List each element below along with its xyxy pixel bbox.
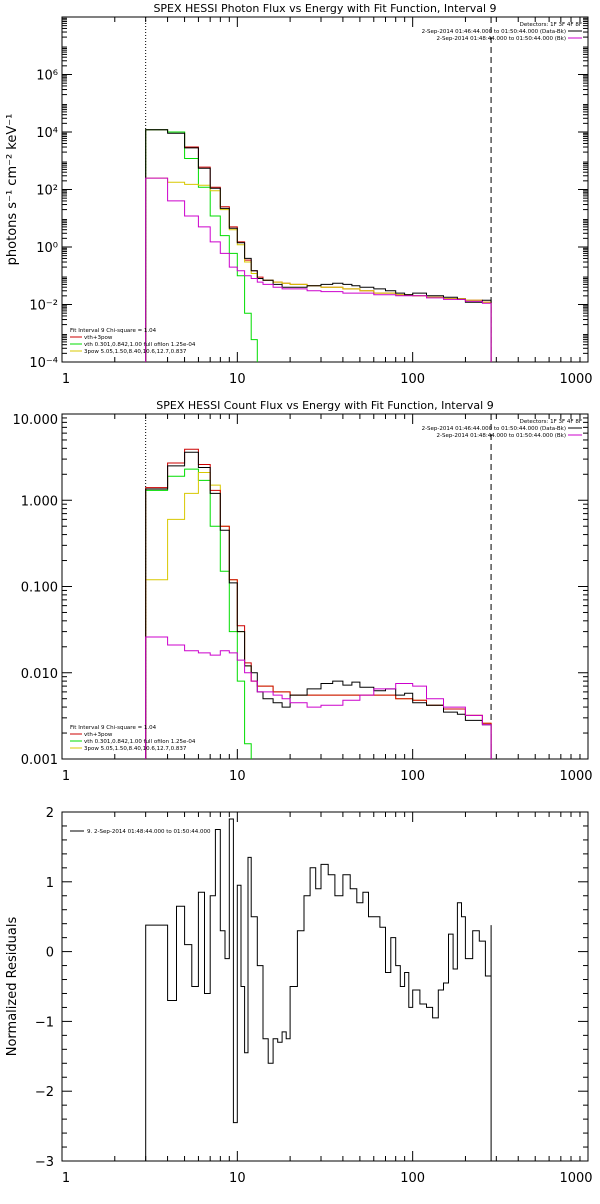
legend-right-entry: 2-Sep-2014 01:48:44.000 to 01:50:44.000 … — [437, 433, 567, 439]
x-tick-label: 10 — [229, 769, 246, 784]
y-axis-label: Normalized Residuals — [5, 917, 20, 1057]
y-tick-label: 1 — [46, 876, 54, 891]
legend-left-entry: vth 0.301,0.842,1.00 full ofilon 1.25e-0… — [84, 739, 196, 745]
y-tick-label: 0.001 — [21, 753, 58, 768]
y-tick-label: 10⁻⁴ — [29, 356, 58, 371]
y-tick-label: 10.000 — [13, 413, 59, 428]
y-tick-label: 1.000 — [21, 494, 58, 509]
x-tick-label: 10 — [229, 372, 246, 387]
plot-frame — [61, 413, 589, 760]
series-black-line — [145, 129, 492, 362]
residual-legend-label: 9. 2-Sep-2014 01:48:44.000 to 01:50:44.0… — [87, 829, 211, 835]
x-tick-label: 1 — [62, 372, 70, 387]
y-tick-label: 10² — [36, 184, 58, 199]
chart-title: SPEX HESSI Photon Flux vs Energy with Fi… — [153, 2, 496, 15]
x-tick-label: 100 — [400, 1171, 425, 1186]
x-tick-label: 10 — [229, 1171, 246, 1186]
y-tick-label: 10⁶ — [36, 69, 58, 84]
y-tick-label: 10⁻² — [29, 299, 58, 314]
x-tick-label: 100 — [400, 372, 425, 387]
x-tick-label: 100 — [400, 769, 425, 784]
x-tick-label: 1000 — [559, 372, 592, 387]
plot-frame — [61, 16, 589, 363]
x-tick-label: 1 — [62, 1171, 70, 1186]
legend-left-entry: 3pow 5.05,1.50,8.40,10.6,12.7,0.837 — [84, 746, 187, 752]
x-tick-label: 1000 — [559, 769, 592, 784]
series-red-line — [145, 129, 492, 362]
y-tick-label: 0.010 — [21, 667, 58, 682]
series-red-line — [145, 448, 492, 759]
y-tick-label: −1 — [35, 1015, 54, 1030]
y-tick-label: −3 — [35, 1155, 54, 1170]
legend-right-entry: 2-Sep-2014 01:46:44.000 to 01:50:44.000 … — [422, 426, 566, 432]
series-magenta-line — [145, 636, 492, 759]
legend-left-entry: vth+3pow — [84, 335, 113, 341]
detectors-label: Detectors: 1F 3F 4F 8F — [520, 419, 582, 425]
y-tick-label: −2 — [35, 1085, 54, 1100]
legend-left-entry: 3pow 5.05,1.50,8.40,10.6,12.7,0.837 — [84, 349, 187, 355]
y-tick-label: 2 — [46, 806, 54, 821]
series-black-line — [145, 451, 492, 759]
y-tick-label: 10⁰ — [36, 241, 58, 256]
legend-right-entry: 2-Sep-2014 01:48:44.000 to 01:50:44.000 … — [437, 36, 567, 42]
legend-fit-info: Fit Interval 9 Chi-square = 1.04 — [70, 725, 157, 731]
legend-right-entry: 2-Sep-2014 01:46:44.000 to 01:50:44.000 … — [422, 29, 566, 35]
series-yellow-line — [145, 472, 492, 759]
x-tick-label: 1000 — [559, 1171, 592, 1186]
series-yellow-line — [145, 177, 492, 362]
x-tick-label: 1 — [62, 769, 70, 784]
plot-frame — [61, 811, 589, 1162]
series-green-line — [145, 468, 258, 759]
y-tick-label: 10⁴ — [36, 126, 58, 141]
series-magenta-line — [145, 177, 492, 362]
legend-left-entry: vth 0.301,0.842,1.00 full ofilon 1.25e-0… — [84, 342, 196, 348]
chart-title: SPEX HESSI Count Flux vs Energy with Fit… — [156, 399, 493, 412]
legend-left-entry: vth+3pow — [84, 732, 113, 738]
series-black-line — [145, 818, 492, 1161]
y-tick-label: 0.100 — [21, 581, 58, 596]
y-axis-label: photons s⁻¹ cm⁻² keV⁻¹ — [5, 114, 20, 266]
y-tick-label: 0 — [46, 946, 54, 961]
detectors-label: Detectors: 1F 3F 4F 8F — [520, 22, 582, 28]
legend-fit-info: Fit Interval 9 Chi-square = 1.04 — [70, 328, 157, 334]
